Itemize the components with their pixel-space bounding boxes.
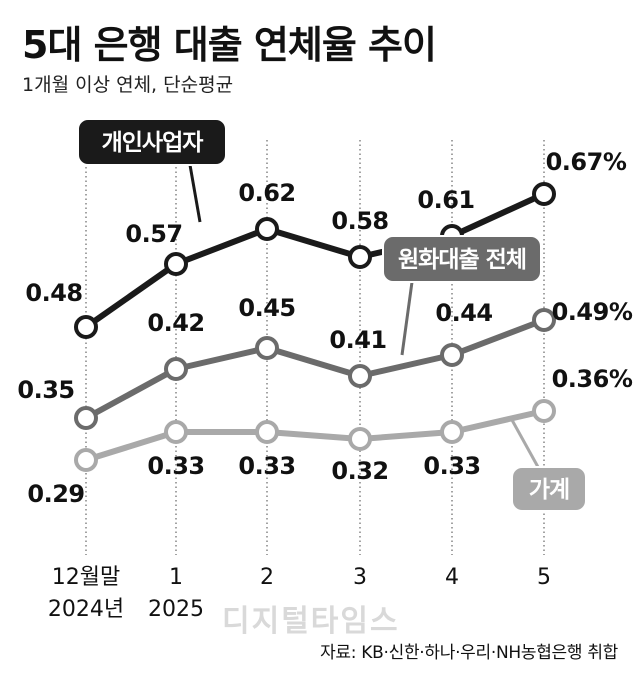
series-name-label: 원화대출 전체 bbox=[398, 247, 526, 273]
series-line bbox=[85, 408, 545, 463]
data-point bbox=[348, 427, 372, 451]
x-tick-label: 1 bbox=[169, 565, 183, 590]
data-label: 0.29 bbox=[27, 480, 84, 508]
data-point bbox=[74, 406, 98, 430]
data-label: 0.62 bbox=[238, 179, 295, 207]
data-point bbox=[255, 336, 279, 360]
series-callout-box bbox=[382, 235, 542, 283]
data-point bbox=[348, 364, 372, 388]
x-tick-label: 5 bbox=[537, 565, 551, 590]
data-label: 0.49% bbox=[552, 298, 633, 326]
data-point bbox=[440, 420, 464, 444]
data-point bbox=[532, 399, 556, 423]
data-label: 0.33 bbox=[147, 452, 204, 480]
data-label: 0.36% bbox=[552, 365, 633, 393]
data-label: 0.33 bbox=[238, 452, 295, 480]
series-line bbox=[84, 317, 546, 421]
data-point bbox=[164, 252, 188, 276]
data-label: 0.33 bbox=[423, 452, 480, 480]
data-point bbox=[164, 420, 188, 444]
data-label: 0.42 bbox=[147, 309, 204, 337]
series-callout-box bbox=[77, 118, 227, 166]
data-label: 0.61 bbox=[417, 186, 474, 214]
x-tick-label: 3 bbox=[353, 565, 367, 590]
data-point bbox=[532, 308, 556, 332]
series-1: 0.48 0.57 0.62 0.58 0.61 0.67% 개인사업자 bbox=[25, 118, 627, 339]
series-callout-leader bbox=[510, 419, 540, 468]
series-callout-box bbox=[511, 466, 587, 512]
series-2: 0.35 0.42 0.45 0.41 0.44 0.49% 원화대출 전체 bbox=[17, 235, 633, 430]
x-tick-label: 2024년 bbox=[48, 597, 124, 622]
chart-title: 5대 은행 대출 연체율 추이 bbox=[22, 23, 437, 67]
series-name-label: 개인사업자 bbox=[102, 130, 204, 156]
series-callout-leader bbox=[188, 164, 202, 223]
data-point bbox=[532, 182, 556, 206]
watermark: 디지털타임스 bbox=[222, 604, 400, 639]
series-line bbox=[84, 191, 546, 330]
x-tick-label: 4 bbox=[445, 565, 459, 590]
x-tick-label: 12월말 bbox=[52, 565, 120, 590]
series-name-label: 가계 bbox=[529, 477, 569, 503]
data-point bbox=[255, 420, 279, 444]
data-label: 0.48 bbox=[25, 279, 82, 307]
data-point bbox=[348, 245, 372, 269]
data-label: 0.44 bbox=[435, 299, 492, 327]
series-callout-leader bbox=[400, 281, 414, 356]
data-label: 0.67% bbox=[546, 148, 627, 176]
data-label: 0.32 bbox=[331, 457, 388, 485]
data-point bbox=[74, 448, 98, 472]
x-tick-label: 2025 bbox=[148, 597, 204, 622]
source-note: 자료: KB·신한·하나·우리·NH농협은행 취합 bbox=[320, 643, 618, 663]
data-label: 0.57 bbox=[125, 220, 182, 248]
data-label: 0.41 bbox=[329, 326, 386, 354]
series-3: 0.29 0.33 0.33 0.32 0.33 0.36% 가계 bbox=[27, 365, 633, 512]
data-point bbox=[440, 343, 464, 367]
data-label: 0.35 bbox=[17, 376, 74, 404]
data-point bbox=[255, 217, 279, 241]
data-label: 0.58 bbox=[331, 207, 388, 235]
chart-subtitle: 1개월 이상 연체, 단순평균 bbox=[22, 74, 234, 96]
x-tick-label: 2 bbox=[260, 565, 274, 590]
data-point bbox=[74, 315, 98, 339]
data-point bbox=[164, 357, 188, 381]
data-label: 0.45 bbox=[238, 294, 295, 322]
x-axis-ticks: 12월말 2024년 1 2025 2 3 4 5 bbox=[48, 565, 551, 622]
